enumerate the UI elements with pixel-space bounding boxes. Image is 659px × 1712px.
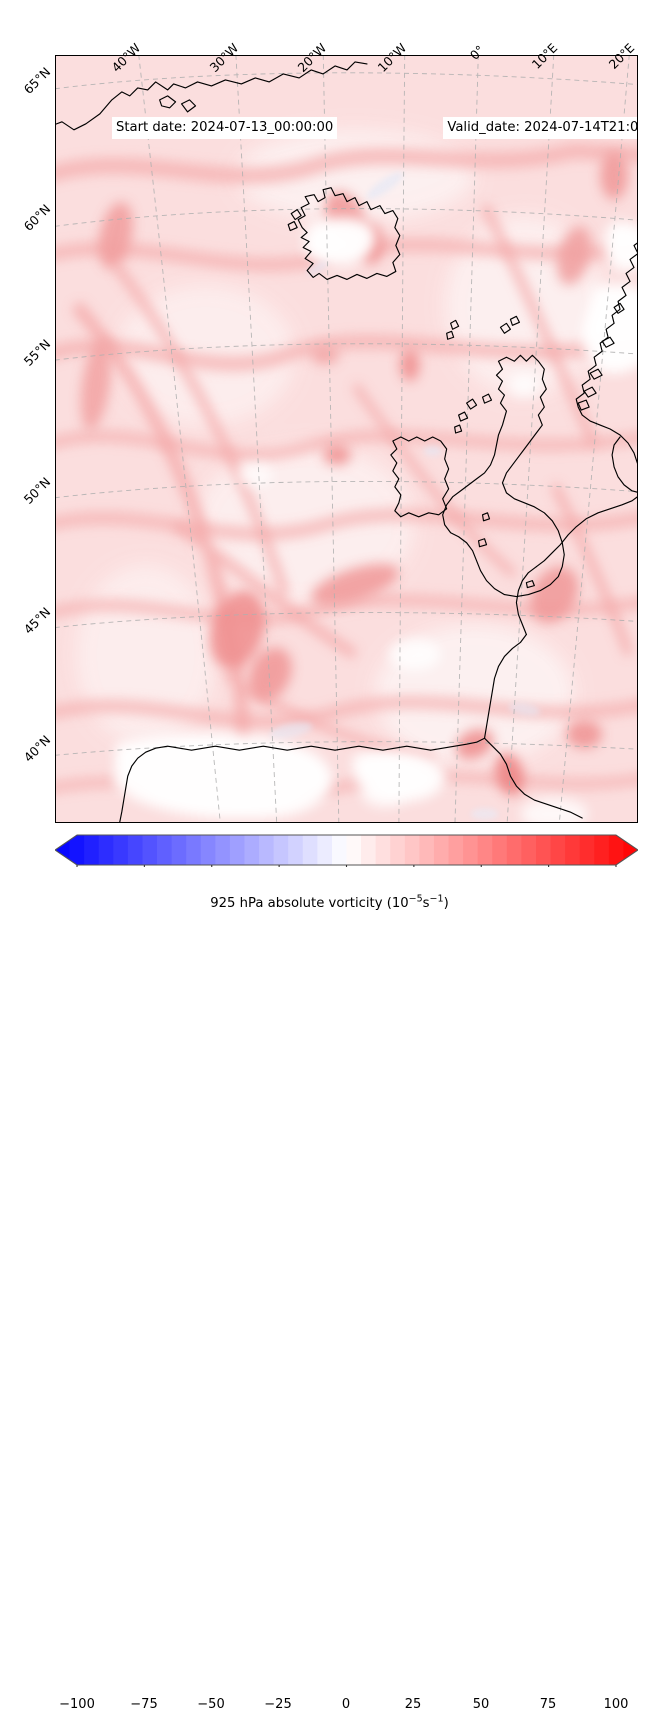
colorbar: −100 −75 −50 −25 0 25 50 75 100 <box>55 833 638 1712</box>
lat-tick-55n: 55°N <box>20 336 54 369</box>
cbar-tick-50: 50 <box>472 1697 490 1712</box>
lat-tick-40n: 40°N <box>20 732 54 765</box>
cbar-tick--100: −100 <box>59 1697 95 1712</box>
cbar-tick--75: −75 <box>130 1697 158 1712</box>
cbar-tick--50: −50 <box>197 1697 225 1712</box>
lat-tick-65n: 65°N <box>20 64 54 97</box>
cbar-tick-25: 25 <box>404 1697 422 1712</box>
colorbar-title-text: 925 hPa absolute vorticity (10−5s−1) <box>210 893 449 911</box>
map-axes: Start date: 2024-07-13_00:00:00 Valid_da… <box>55 55 638 823</box>
graticule <box>56 56 637 822</box>
colorbar-gradient <box>55 834 638 867</box>
lat-tick-60n: 60°N <box>20 201 54 234</box>
lat-tick-45n: 45°N <box>20 604 54 637</box>
coastlines <box>56 61 637 822</box>
cbar-tick--25: −25 <box>264 1697 292 1712</box>
vorticity-field <box>56 56 637 822</box>
colorbar-title: 925 hPa absolute vorticity (10−5s−1) <box>0 893 659 911</box>
lat-tick-50n: 50°N <box>20 474 54 507</box>
cbar-tick-100: 100 <box>603 1697 629 1712</box>
cbar-tick-75: 75 <box>539 1697 557 1712</box>
figure-canvas: Start date: 2024-07-13_00:00:00 Valid_da… <box>0 40 659 1712</box>
cbar-tick-0: 0 <box>341 1697 351 1712</box>
